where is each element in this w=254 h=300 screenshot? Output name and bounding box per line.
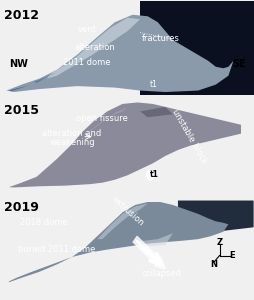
FancyArrow shape — [133, 236, 165, 269]
Text: Z: Z — [216, 238, 222, 247]
Polygon shape — [139, 2, 253, 95]
Text: alteration and: alteration and — [42, 129, 101, 138]
Polygon shape — [46, 18, 139, 79]
Polygon shape — [72, 107, 127, 146]
Polygon shape — [9, 202, 228, 282]
Text: t1: t1 — [149, 80, 157, 89]
Text: extrusion: extrusion — [109, 194, 145, 227]
Text: SE: SE — [231, 59, 245, 69]
Polygon shape — [132, 233, 172, 247]
Text: 2012: 2012 — [4, 9, 39, 22]
Polygon shape — [177, 200, 253, 233]
Text: vent: vent — [77, 25, 96, 34]
Polygon shape — [97, 203, 147, 239]
Polygon shape — [34, 73, 57, 83]
Text: N: N — [209, 260, 216, 269]
Text: 2015: 2015 — [4, 104, 39, 117]
Polygon shape — [139, 107, 172, 117]
Text: NW: NW — [9, 59, 28, 69]
Text: alteration: alteration — [74, 43, 115, 52]
Text: E: E — [228, 251, 234, 260]
Polygon shape — [9, 102, 240, 188]
Text: collapsed: collapsed — [141, 269, 181, 278]
Text: t1: t1 — [149, 170, 158, 179]
Circle shape — [145, 170, 154, 181]
Text: weakening: weakening — [49, 138, 94, 147]
Text: open fissure: open fissure — [76, 114, 128, 123]
Polygon shape — [6, 15, 232, 92]
Text: buried 2011 dome: buried 2011 dome — [18, 245, 95, 254]
Text: unstable block: unstable block — [169, 108, 208, 166]
Text: 2011 dome: 2011 dome — [63, 58, 110, 67]
Text: 2019: 2019 — [4, 200, 39, 214]
Text: fractures: fractures — [141, 34, 179, 43]
Text: 2018 dome: 2018 dome — [20, 218, 68, 227]
Polygon shape — [9, 85, 31, 91]
